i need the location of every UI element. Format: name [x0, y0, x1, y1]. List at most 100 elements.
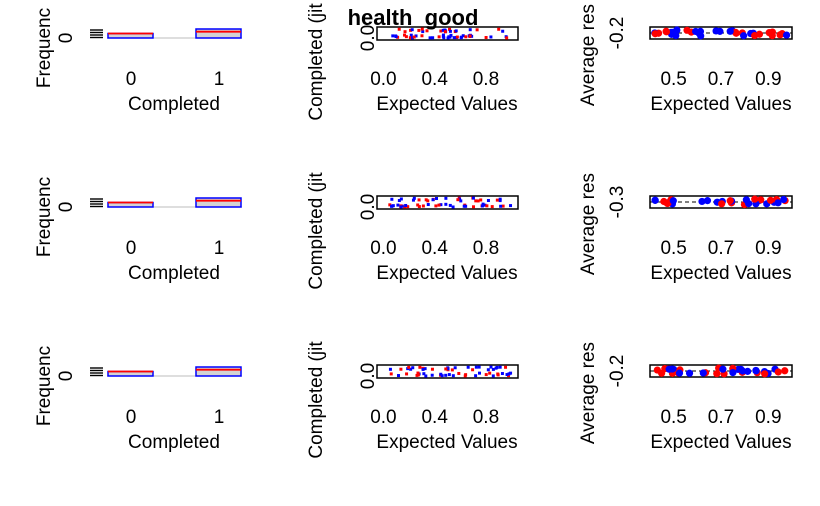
data-point: [421, 204, 425, 208]
y-axis-label: Average res: [578, 4, 599, 106]
data-point: [444, 196, 448, 200]
data-point: [448, 203, 452, 207]
data-point: [490, 205, 494, 209]
data-point: [485, 204, 489, 208]
data-point: [466, 365, 470, 369]
data-point: [664, 199, 672, 207]
data-point: [397, 27, 401, 31]
data-point: [761, 370, 769, 378]
data-point: [405, 372, 409, 376]
panel-r1-c2: Average res -0.3 0.5 0.7 0.9 Expected Values: [578, 173, 793, 284]
data-point: [399, 197, 403, 201]
data-point: [408, 36, 412, 40]
data-point: [407, 365, 411, 369]
y-axis-label: Frequenc: [34, 177, 55, 257]
data-point: [774, 368, 782, 376]
data-point: [451, 374, 455, 378]
plot-frame: [376, 26, 519, 41]
data-point: [669, 197, 677, 205]
data-point: [458, 197, 462, 201]
data-point: [388, 203, 392, 207]
data-point: [390, 197, 394, 201]
data-point: [409, 367, 413, 371]
data-point: [505, 36, 509, 40]
data-point: [751, 31, 759, 40]
x-axis-label: Expected Values: [376, 432, 517, 453]
data-point: [450, 368, 454, 372]
data-point: [499, 204, 503, 208]
x-axis-label: Completed: [128, 94, 220, 115]
data-point: [388, 367, 392, 371]
data-point: [441, 33, 445, 37]
data-point: [504, 365, 508, 369]
data-point: [451, 205, 455, 209]
data-point: [411, 366, 415, 370]
data-point: [740, 32, 748, 40]
data-point: [412, 35, 416, 39]
x-tick-label: 0.9: [755, 69, 781, 90]
data-point: [431, 198, 435, 202]
panel-r1-c1: Completed (jit 0.0 0.0 0.4 0.8 Expected Value…: [306, 172, 519, 290]
data-point: [464, 35, 468, 39]
x-tick-label: 0: [126, 69, 137, 90]
data-point: [477, 365, 481, 369]
data-point: [509, 204, 513, 208]
data-point: [437, 35, 441, 39]
data-point: [425, 29, 429, 33]
y-tick-label: 0.0: [358, 363, 379, 389]
data-point: [437, 203, 441, 207]
y-axis-label: Frequenc: [34, 8, 55, 88]
data-point: [435, 197, 439, 201]
data-point: [424, 374, 428, 378]
y-axis-label: Completed (jit: [306, 341, 327, 459]
data-point: [477, 371, 481, 375]
x-tick-label: 0.8: [473, 407, 499, 428]
page-title: health_good: [348, 5, 479, 30]
data-point: [424, 198, 428, 202]
data-point: [488, 371, 492, 375]
data-point: [456, 198, 460, 202]
data-point: [658, 369, 666, 377]
y-axis-label: Frequenc: [34, 346, 55, 426]
data-point: [461, 34, 465, 38]
y-tick-label: -0.2: [607, 355, 628, 388]
data-point: [448, 29, 452, 33]
data-point: [399, 205, 403, 209]
x-tick-label: 0.0: [370, 69, 396, 90]
data-point: [486, 199, 490, 203]
data-point: [475, 28, 479, 32]
data-point: [396, 374, 400, 378]
data-point: [742, 196, 750, 204]
y-axis-label: Completed (jit: [306, 3, 327, 121]
x-tick-label: 1: [214, 69, 225, 90]
data-point: [412, 196, 416, 200]
bar-1: [195, 197, 242, 208]
data-point: [501, 29, 505, 33]
data-point: [468, 34, 472, 38]
plot-frame: [376, 364, 519, 379]
data-point: [484, 36, 488, 40]
data-point: [486, 368, 490, 372]
x-tick-label: 0: [126, 407, 137, 428]
data-point: [399, 367, 403, 371]
data-point: [414, 34, 418, 38]
panel-r0-c2: Average res -0.2 0.5 0.7 0.9 Expected Values: [578, 4, 793, 115]
data-point: [421, 30, 425, 34]
data-point: [441, 28, 445, 32]
data-point: [668, 365, 676, 373]
data-point: [404, 203, 408, 207]
data-point: [447, 35, 451, 39]
y-axis-label: Average res: [578, 173, 599, 275]
data-point: [698, 197, 706, 206]
x-tick-label: 1: [214, 407, 225, 428]
data-point: [428, 36, 432, 40]
x-tick-label: 0.7: [708, 238, 734, 259]
data-point: [391, 34, 395, 38]
data-point: [495, 365, 499, 369]
bar-1: [195, 28, 242, 39]
x-tick-label: 0.9: [755, 238, 781, 259]
x-tick-label: 0.0: [370, 407, 396, 428]
data-point: [495, 198, 499, 202]
x-axis-label: Expected Values: [650, 263, 791, 284]
